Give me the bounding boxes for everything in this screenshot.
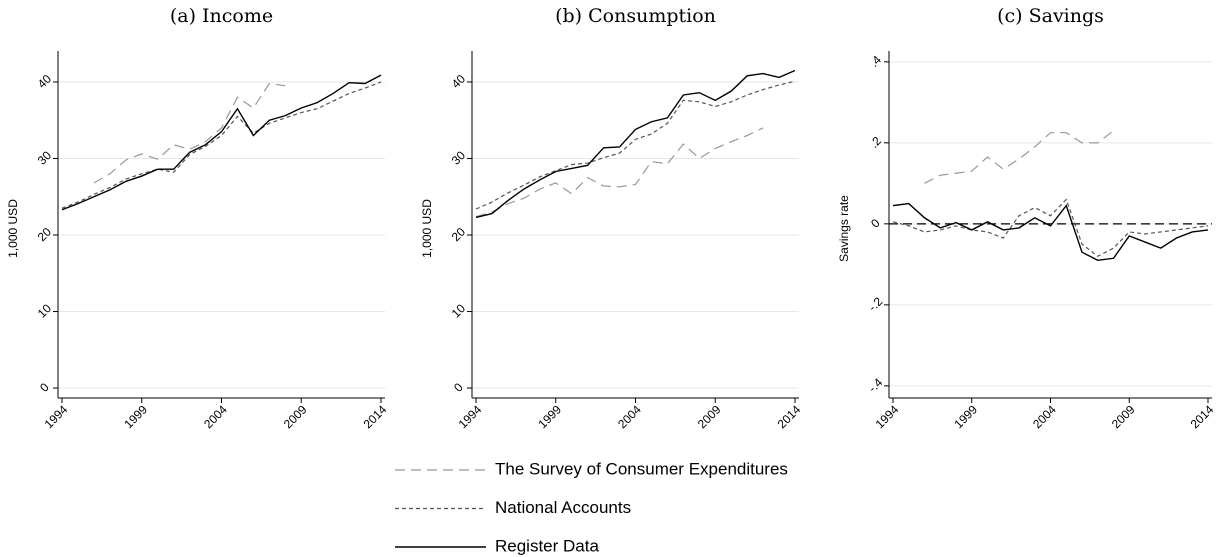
y-tick-label: -.4	[866, 375, 886, 395]
y-tick-label: 40	[449, 71, 469, 91]
series-line	[892, 198, 1209, 257]
panel-title: (c) Savings	[997, 5, 1104, 27]
x-tick-label: 2009	[695, 402, 724, 431]
y-tick-label: .2	[867, 134, 884, 151]
y-tick-label: 0	[451, 380, 466, 395]
y-tick-label: 10	[449, 301, 469, 321]
y-tick-label: 0	[868, 216, 883, 231]
series-line	[924, 130, 1114, 184]
panel-title: (b) Consumption	[555, 5, 716, 27]
x-tick-label: 1999	[535, 402, 564, 431]
x-tick-label: 2009	[281, 402, 310, 431]
y-tick-label: -.2	[866, 294, 886, 314]
x-tick-label: 2014	[361, 402, 390, 431]
x-tick-label: 2004	[615, 402, 644, 431]
x-tick-label: 2004	[1030, 402, 1059, 431]
x-tick-label: 1994	[873, 402, 902, 431]
x-tick-label: 2014	[775, 402, 804, 431]
y-tick-label: .4	[867, 53, 884, 70]
x-tick-label: 1999	[951, 402, 980, 431]
x-tick-label: 1994	[42, 402, 71, 431]
series-line	[93, 82, 286, 184]
series-line	[892, 202, 1209, 262]
y-tick-label: 30	[35, 148, 55, 168]
y-axis-label: Savings rate	[837, 195, 851, 262]
legend-label: Register Data	[495, 536, 599, 555]
series-line	[61, 74, 382, 211]
x-tick-label: 2004	[201, 402, 230, 431]
y-tick-label: 20	[35, 225, 55, 245]
x-tick-label: 2014	[1188, 402, 1217, 431]
y-tick-label: 20	[449, 225, 469, 245]
y-axis-label: 1,000 USD	[6, 199, 20, 258]
series-line	[475, 69, 796, 219]
legend-label: The Survey of Consumer Expenditures	[495, 459, 788, 478]
legend-label: National Accounts	[495, 498, 631, 517]
series-line	[475, 80, 796, 210]
y-tick-label: 30	[449, 148, 469, 168]
y-tick-label: 40	[35, 71, 55, 91]
panel-title: (a) Income	[170, 5, 273, 27]
x-tick-label: 1999	[121, 402, 150, 431]
x-tick-label: 2009	[1109, 402, 1138, 431]
series-line	[475, 127, 764, 218]
x-tick-label: 1994	[456, 402, 485, 431]
series-line	[61, 81, 382, 209]
y-tick-label: 10	[35, 301, 55, 321]
y-axis-label: 1,000 USD	[420, 199, 434, 258]
y-tick-label: 0	[37, 380, 52, 395]
